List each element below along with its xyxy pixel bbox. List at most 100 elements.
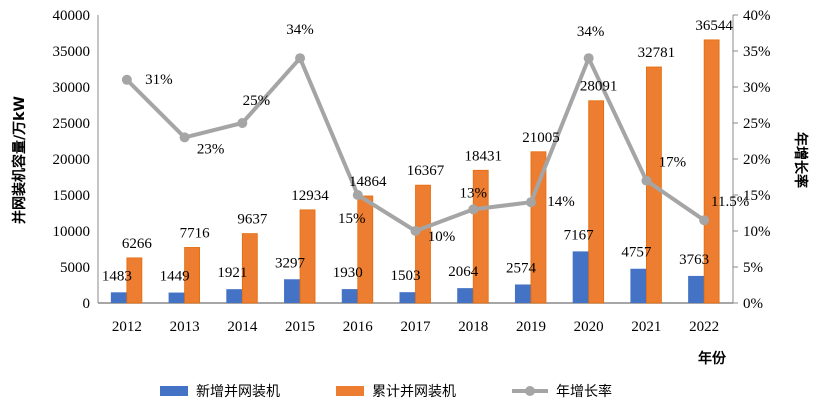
- y-axis-title: 并网装机容量/万kW: [11, 96, 28, 224]
- bar-cumulative-2018: [472, 169, 489, 304]
- bar-new-2016: [341, 289, 358, 303]
- bar-new-2018: [457, 288, 474, 303]
- y-tick-label: 15000: [53, 188, 91, 204]
- x-tick-label: 2018: [458, 319, 488, 335]
- bar-new-2020: [572, 251, 589, 303]
- y2-tick-label: 15%: [743, 188, 771, 204]
- bars: [110, 39, 720, 304]
- label-cumulative-2018: 18431: [464, 148, 502, 164]
- bar-new-2014: [226, 289, 243, 303]
- label-cumulative-2012: 6266: [122, 236, 153, 252]
- x-tick-label: 2015: [285, 319, 315, 335]
- y2-tick-label: 40%: [743, 8, 771, 24]
- legend-swatch-cumulative: [336, 386, 364, 396]
- label-new-2016: 1930: [333, 265, 363, 281]
- x-tick-label: 2016: [343, 319, 374, 335]
- label-growth-2020: 34%: [577, 24, 605, 40]
- legend-label-new: 新增并网装机: [196, 384, 280, 400]
- label-growth-2021: 17%: [659, 155, 687, 171]
- legend: 新增并网装机 累计并网装机 年增长率: [160, 383, 612, 400]
- growth-line: [121, 53, 710, 236]
- bar-cumulative-2015: [299, 209, 316, 304]
- label-new-2020: 7167: [564, 227, 595, 243]
- y2-tick-label: 25%: [743, 116, 771, 132]
- y2-tick-label: 20%: [743, 152, 771, 168]
- label-new-2012: 1483: [102, 268, 132, 284]
- label-growth-2019: 14%: [547, 194, 575, 210]
- y-tick-label: 35000: [53, 44, 91, 60]
- label-cumulative-2015: 12934: [291, 188, 329, 204]
- bar-new-2019: [514, 284, 531, 303]
- y2-tick-label: 5%: [743, 260, 763, 276]
- label-new-2015: 3297: [275, 255, 306, 271]
- label-cumulative-2019: 21005: [522, 130, 560, 146]
- growth-point-2014: [237, 118, 248, 128]
- label-growth-2017: 10%: [428, 229, 456, 245]
- growth-point-2012: [121, 74, 132, 85]
- label-growth-2012: 31%: [145, 72, 173, 88]
- x-tick-label: 2019: [516, 319, 546, 335]
- y-tick-label: 30000: [53, 80, 91, 96]
- x-axis-title: 年份: [698, 350, 727, 367]
- label-growth-2018: 13%: [459, 185, 487, 201]
- legend-swatch-new: [160, 386, 188, 396]
- x-tick-label: 2014: [227, 319, 258, 335]
- y-tick-label: 10000: [53, 224, 91, 240]
- bar-new-2012: [110, 292, 127, 303]
- growth-point-2022: [699, 215, 710, 226]
- bar-new-2015: [284, 279, 301, 303]
- growth-point-2018: [468, 204, 479, 215]
- label-new-2022: 3763: [679, 252, 709, 268]
- growth-point-2017: [410, 226, 421, 236]
- legend-marker-growth: [525, 386, 535, 396]
- axes: 0 5000 10000 15000 20000 25000 30000 35000 40000…: [53, 8, 771, 335]
- y2-axis-title: 年增长率: [792, 132, 809, 188]
- label-growth-2015: 34%: [286, 22, 314, 38]
- label-growth-2013: 23%: [197, 141, 225, 157]
- legend-label-growth: 年增长率: [556, 383, 612, 400]
- x-tick-label: 2012: [112, 319, 142, 335]
- y-tick-label: 20000: [53, 152, 91, 168]
- bar-cumulative-2016: [357, 195, 374, 304]
- label-new-2018: 2064: [448, 264, 479, 280]
- bar-new-2017: [399, 292, 416, 303]
- data-labels: 1483 6266 1449 7716 1921 9637 3297 12934 1930 148…: [102, 18, 749, 285]
- y-tick-label: 40000: [53, 8, 91, 24]
- bar-new-2021: [630, 268, 647, 303]
- x-tick-label: 2022: [689, 319, 719, 335]
- label-new-2019: 2574: [506, 260, 537, 276]
- label-new-2021: 4757: [621, 245, 652, 261]
- growth-point-2013: [179, 132, 190, 143]
- y-tick-label: 25000: [53, 116, 91, 132]
- bar-cumulative-2017: [415, 184, 431, 304]
- y2-tick-label: 35%: [743, 44, 771, 60]
- y2-tick-label: 0%: [743, 296, 763, 312]
- bar-new-2013: [168, 292, 185, 303]
- bar-cumulative-2012: [126, 257, 143, 304]
- y2-tick-label: 30%: [743, 80, 771, 96]
- label-new-2017: 1503: [391, 268, 421, 284]
- bar-new-2022: [688, 275, 705, 303]
- label-growth-2022: 11.5%: [711, 194, 749, 210]
- growth-point-2021: [641, 175, 652, 186]
- growth-point-2019: [525, 197, 536, 208]
- label-new-2014: 1921: [217, 265, 247, 281]
- label-cumulative-2014: 9637: [237, 212, 268, 228]
- legend-label-cumulative: 累计并网装机: [372, 384, 456, 400]
- x-tick-label: 2021: [631, 319, 661, 335]
- bar-cumulative-2022: [703, 39, 720, 304]
- label-cumulative-2017: 16367: [407, 163, 445, 179]
- growth-point-2016: [352, 190, 363, 200]
- label-cumulative-2016: 14864: [349, 174, 387, 190]
- label-growth-2014: 25%: [243, 93, 271, 109]
- x-tick-label: 2020: [574, 319, 604, 335]
- growth-point-2020: [583, 53, 594, 64]
- x-tick-label: 2013: [170, 319, 200, 335]
- bar-cumulative-2014: [241, 233, 258, 304]
- bar-cumulative-2013: [184, 247, 200, 304]
- label-growth-2016: 15%: [338, 211, 366, 227]
- bar-cumulative-2020: [588, 100, 605, 304]
- x-tick-label: 2017: [401, 319, 432, 335]
- label-cumulative-2013: 7716: [180, 225, 211, 241]
